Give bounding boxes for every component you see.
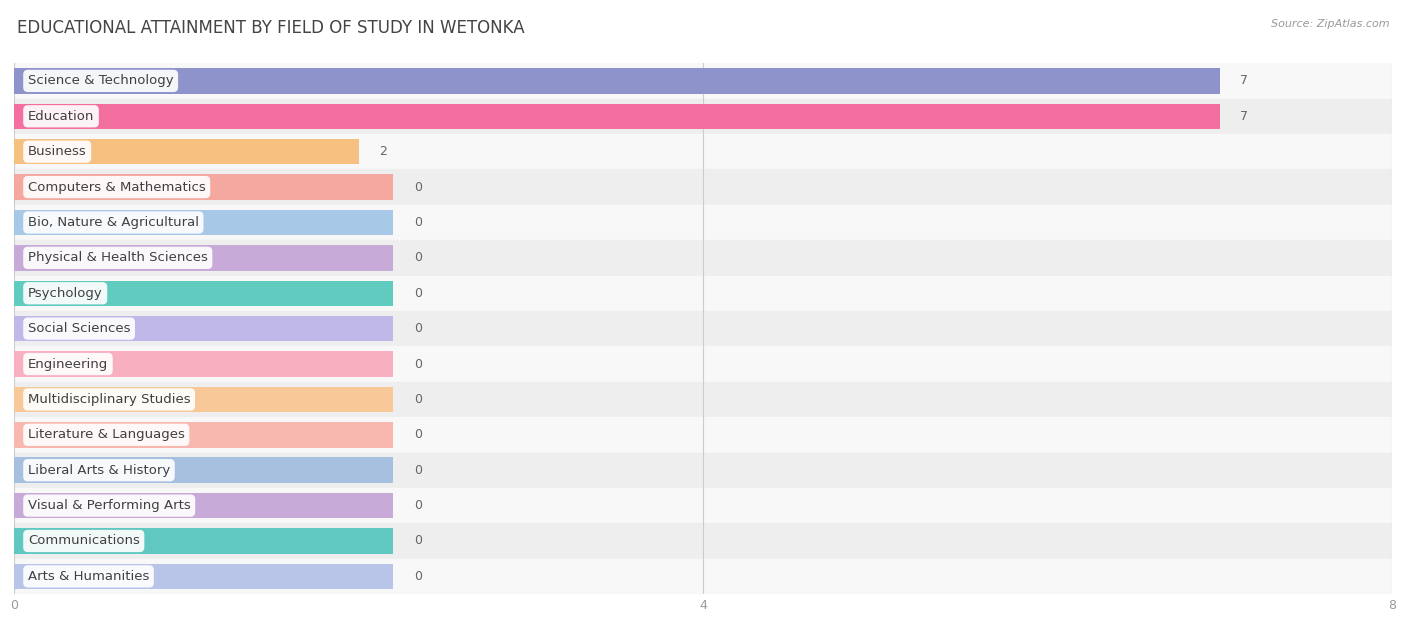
- Bar: [14, 134, 1392, 169]
- Text: Computers & Mathematics: Computers & Mathematics: [28, 181, 205, 193]
- Bar: [14, 387, 394, 412]
- Bar: [14, 139, 359, 164]
- Text: 0: 0: [413, 464, 422, 477]
- Text: Source: ZipAtlas.com: Source: ZipAtlas.com: [1271, 19, 1389, 29]
- Bar: [14, 174, 394, 200]
- Text: Business: Business: [28, 145, 87, 158]
- Text: 0: 0: [413, 287, 422, 300]
- Bar: [14, 351, 394, 377]
- Text: Social Sciences: Social Sciences: [28, 322, 131, 335]
- Bar: [14, 276, 1392, 311]
- Bar: [14, 316, 394, 341]
- Bar: [14, 458, 394, 483]
- Bar: [14, 311, 1392, 346]
- Bar: [14, 523, 1392, 559]
- Bar: [14, 68, 1219, 94]
- Bar: [14, 99, 1392, 134]
- Text: Science & Technology: Science & Technology: [28, 75, 173, 87]
- Bar: [14, 245, 394, 270]
- Text: Visual & Performing Arts: Visual & Performing Arts: [28, 499, 191, 512]
- Text: Arts & Humanities: Arts & Humanities: [28, 570, 149, 583]
- Bar: [14, 559, 1392, 594]
- Text: 7: 7: [1240, 110, 1249, 123]
- Text: Bio, Nature & Agricultural: Bio, Nature & Agricultural: [28, 216, 198, 229]
- Bar: [14, 422, 394, 447]
- Bar: [14, 63, 1392, 99]
- Text: 0: 0: [413, 535, 422, 547]
- Text: Engineering: Engineering: [28, 358, 108, 370]
- Text: 0: 0: [413, 570, 422, 583]
- Text: 0: 0: [413, 216, 422, 229]
- Bar: [14, 205, 1392, 240]
- Text: Literature & Languages: Literature & Languages: [28, 428, 184, 441]
- Text: 7: 7: [1240, 75, 1249, 87]
- Bar: [14, 493, 394, 518]
- Text: Communications: Communications: [28, 535, 139, 547]
- Bar: [14, 382, 1392, 417]
- Text: 0: 0: [413, 322, 422, 335]
- Bar: [14, 417, 1392, 453]
- Text: Education: Education: [28, 110, 94, 123]
- Bar: [14, 346, 1392, 382]
- Bar: [14, 104, 1219, 129]
- Bar: [14, 453, 1392, 488]
- Bar: [14, 210, 394, 235]
- Text: 2: 2: [380, 145, 387, 158]
- Text: 0: 0: [413, 393, 422, 406]
- Text: 0: 0: [413, 499, 422, 512]
- Text: 0: 0: [413, 428, 422, 441]
- Text: 0: 0: [413, 181, 422, 193]
- Text: 0: 0: [413, 358, 422, 370]
- Text: Physical & Health Sciences: Physical & Health Sciences: [28, 252, 208, 264]
- Text: Liberal Arts & History: Liberal Arts & History: [28, 464, 170, 477]
- Bar: [14, 564, 394, 589]
- Bar: [14, 240, 1392, 276]
- Text: 0: 0: [413, 252, 422, 264]
- Bar: [14, 528, 394, 554]
- Bar: [14, 281, 394, 306]
- Bar: [14, 488, 1392, 523]
- Text: EDUCATIONAL ATTAINMENT BY FIELD OF STUDY IN WETONKA: EDUCATIONAL ATTAINMENT BY FIELD OF STUDY…: [17, 19, 524, 37]
- Text: Psychology: Psychology: [28, 287, 103, 300]
- Text: Multidisciplinary Studies: Multidisciplinary Studies: [28, 393, 190, 406]
- Bar: [14, 169, 1392, 205]
